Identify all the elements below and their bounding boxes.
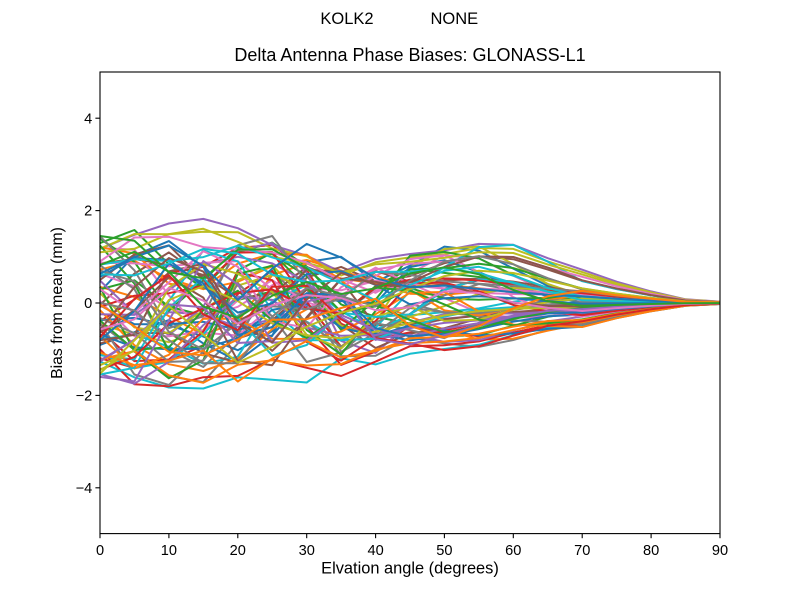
svg-text:30: 30 (299, 543, 315, 559)
svg-text:−4: −4 (76, 481, 93, 497)
svg-text:60: 60 (505, 543, 521, 559)
svg-text:70: 70 (574, 543, 590, 559)
svg-text:Delta Antenna Phase Biases: GL: Delta Antenna Phase Biases: GLONASS-L1 (234, 45, 585, 65)
svg-text:20: 20 (230, 543, 246, 559)
svg-text:90: 90 (712, 543, 728, 559)
svg-text:40: 40 (367, 543, 383, 559)
svg-text:2: 2 (84, 204, 92, 220)
svg-text:−2: −2 (76, 389, 93, 405)
svg-text:0: 0 (96, 543, 104, 559)
svg-text:4: 4 (84, 111, 92, 127)
svg-text:10: 10 (161, 543, 177, 559)
svg-text:Elvation angle (degrees): Elvation angle (degrees) (321, 560, 499, 578)
svg-text:KOLK2: KOLK2 (320, 10, 373, 28)
svg-text:50: 50 (436, 543, 452, 559)
svg-text:Bias from mean (mm): Bias from mean (mm) (49, 227, 66, 379)
svg-text:NONE: NONE (430, 10, 478, 28)
svg-text:0: 0 (84, 296, 92, 312)
svg-text:80: 80 (643, 543, 659, 559)
